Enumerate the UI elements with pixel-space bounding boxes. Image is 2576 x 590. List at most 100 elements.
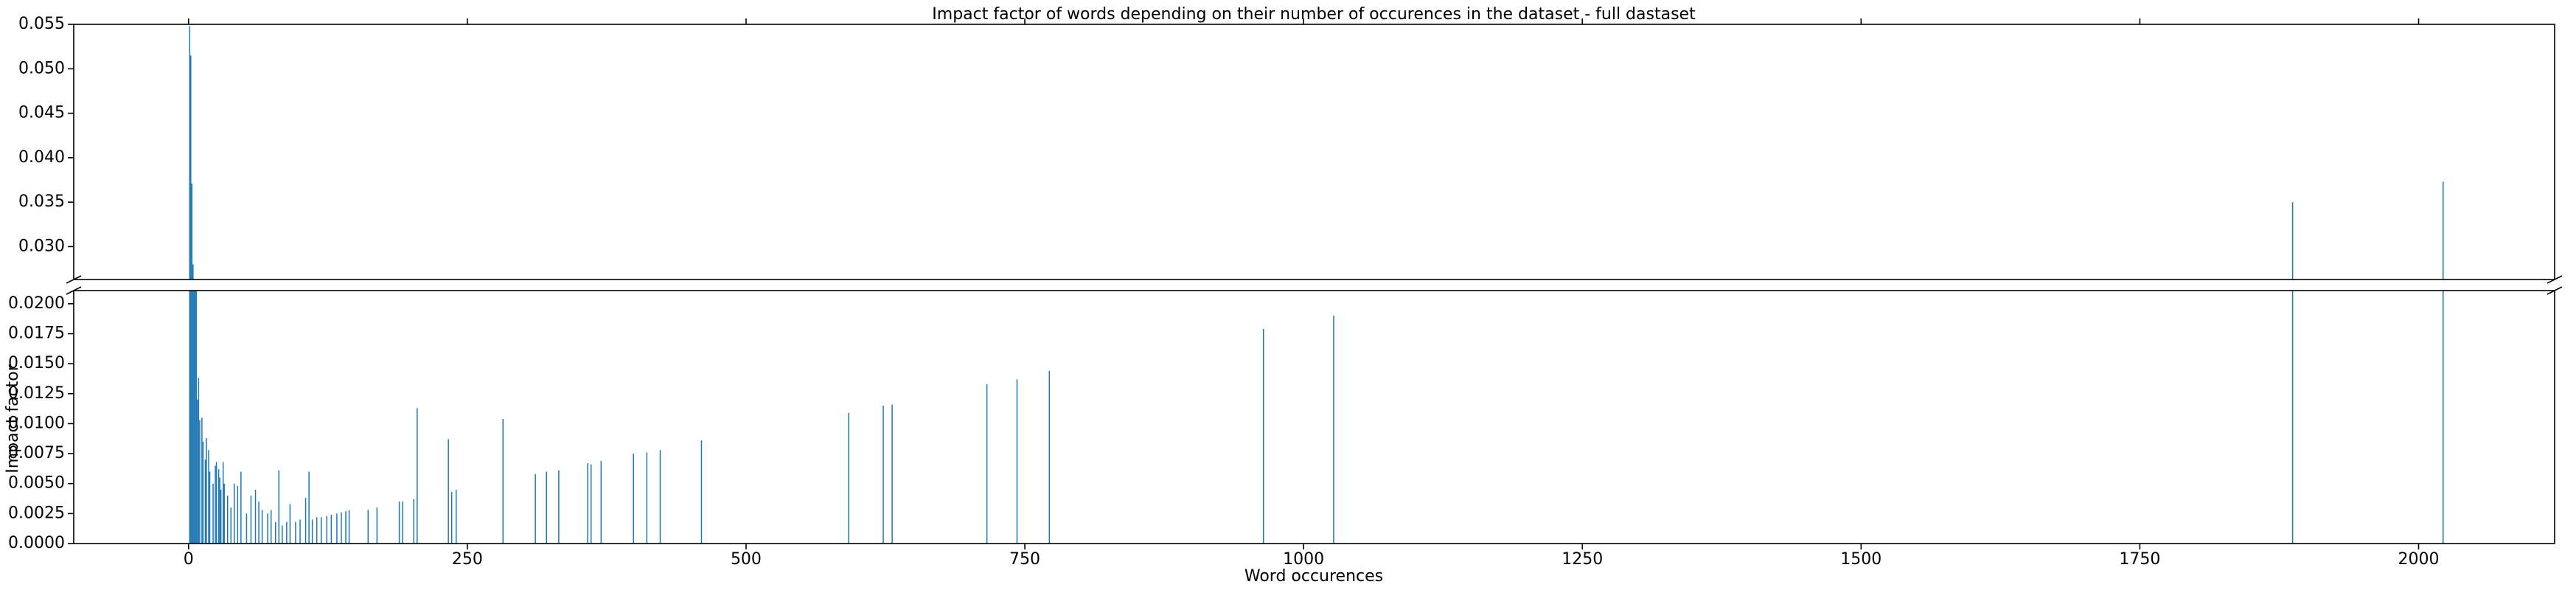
bar [197, 399, 198, 544]
bar [330, 514, 333, 544]
bar [261, 510, 263, 544]
y-tick-label: 0.0150 [8, 354, 65, 372]
bar [659, 450, 661, 544]
bar-upper [2291, 202, 2294, 280]
y-tick-label: 0.0075 [8, 444, 65, 462]
bar [217, 469, 220, 544]
bar [1262, 329, 1264, 544]
bar [402, 502, 403, 544]
x-tick-label: 1000 [1283, 550, 1324, 569]
y-tick-label: 0.0125 [8, 384, 65, 403]
bar [226, 495, 229, 544]
bar [417, 408, 418, 544]
bar [700, 440, 703, 544]
bar [367, 510, 369, 544]
bar [558, 470, 560, 544]
bar [316, 517, 318, 544]
bar [246, 513, 248, 544]
bar [206, 437, 207, 544]
bar [208, 450, 209, 544]
bar [413, 499, 415, 544]
chart-title: Impact factor of words depending on thei… [932, 5, 1696, 24]
bar [633, 454, 634, 544]
bar [222, 462, 224, 544]
bar [270, 510, 272, 544]
bar [448, 439, 449, 544]
bar [311, 519, 313, 544]
bar [600, 460, 602, 544]
bar [215, 465, 216, 544]
bar [219, 477, 220, 544]
bar [250, 495, 252, 544]
y2-tick-label: 0.050 [18, 59, 65, 77]
bar [195, 291, 196, 544]
bar [274, 521, 276, 544]
y2-tick-label: 0.055 [18, 15, 65, 33]
x-tick-label: 1750 [2119, 550, 2160, 569]
bar [336, 513, 338, 544]
bar [304, 498, 307, 544]
bar [199, 420, 201, 544]
y2-tick-label: 0.030 [18, 237, 65, 255]
bar [348, 510, 350, 544]
bar [209, 471, 211, 544]
bar [535, 473, 536, 544]
bar [234, 483, 235, 544]
y2-tick-label: 0.045 [18, 104, 65, 122]
bar-upper [192, 264, 194, 280]
bar [202, 441, 204, 544]
bar [2291, 291, 2294, 544]
x-tick-label: 250 [452, 550, 483, 569]
bar [190, 291, 192, 544]
bar [220, 489, 222, 544]
x-tick-label: 500 [731, 550, 762, 569]
bar [189, 291, 191, 544]
x-tick-label: 0 [184, 550, 194, 569]
y-tick-label: 0.0175 [8, 324, 65, 343]
bar [590, 464, 592, 544]
y2-tick-label: 0.040 [18, 148, 65, 167]
bar-upper [189, 26, 191, 280]
y2-tick-label: 0.035 [18, 192, 65, 211]
bar [646, 452, 648, 544]
bar [1048, 370, 1051, 544]
bar [258, 502, 260, 544]
y-tick-label: 0.0000 [8, 534, 65, 552]
bar [398, 502, 400, 544]
bar [308, 471, 310, 544]
break-mark [2547, 275, 2563, 284]
bar [198, 378, 200, 544]
bar [376, 507, 378, 544]
bar [986, 384, 988, 544]
bar [455, 489, 457, 544]
bar [254, 489, 257, 544]
bar [289, 504, 291, 544]
y-axis-label: Impact factor [4, 364, 22, 473]
bar [345, 511, 347, 544]
bar [267, 513, 268, 544]
bar [201, 417, 203, 544]
bar-upper [2443, 181, 2444, 280]
bar [191, 291, 193, 544]
x-tick-label: 2000 [2398, 550, 2439, 569]
bar [215, 462, 217, 544]
bar [546, 471, 547, 544]
bar [237, 485, 239, 544]
bar [282, 525, 283, 544]
bar [195, 291, 198, 544]
bottom-panel-frame [73, 290, 2555, 544]
bar [341, 512, 342, 544]
x-tick-label: 750 [1009, 550, 1040, 569]
y-tick-label: 0.0050 [8, 474, 65, 493]
bar [223, 483, 225, 544]
bar [891, 404, 893, 544]
bar [848, 412, 849, 544]
bar [587, 463, 588, 544]
bar [2443, 291, 2444, 544]
bar [295, 521, 296, 544]
bar [883, 406, 884, 544]
bar [230, 507, 232, 544]
bar [502, 418, 504, 544]
bar [299, 519, 301, 544]
